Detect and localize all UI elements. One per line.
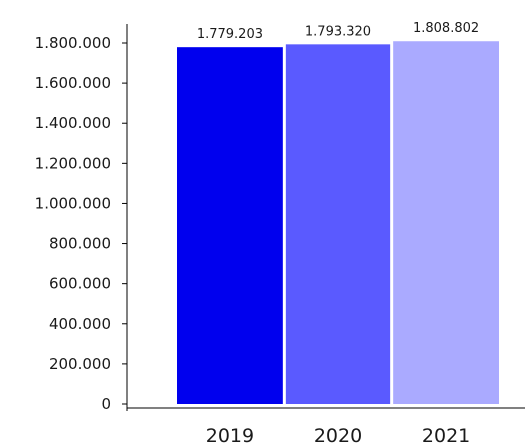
bar-2021 bbox=[393, 41, 499, 404]
y-tick-label: 1.400.000 bbox=[35, 114, 111, 132]
bar-2019 bbox=[177, 47, 283, 404]
data-label-2019: 1.779.203 bbox=[197, 27, 263, 42]
data-label-2021: 1.808.802 bbox=[413, 21, 479, 36]
bar-2020 bbox=[285, 44, 391, 404]
y-tick-label: 0 bbox=[101, 395, 111, 413]
y-axis: 0 200.000 400.000 600.000 800.000 1.000.000 1.… bbox=[35, 24, 128, 413]
y-tick-label: 200.000 bbox=[49, 355, 111, 373]
y-tick-label: 400.000 bbox=[49, 315, 111, 333]
data-label-2020: 1.793.320 bbox=[305, 24, 371, 39]
category-label-2020: 2020 bbox=[314, 425, 362, 446]
y-tick-label: 800.000 bbox=[49, 235, 111, 253]
bars bbox=[177, 41, 499, 404]
y-tick-label: 600.000 bbox=[49, 275, 111, 293]
category-label-2021: 2021 bbox=[422, 425, 470, 446]
y-tick-label: 1.800.000 bbox=[35, 34, 111, 52]
y-tick-label: 1.600.000 bbox=[35, 74, 111, 92]
category-label-2019: 2019 bbox=[206, 425, 254, 446]
category-labels: 2019 2020 2021 bbox=[206, 425, 471, 446]
data-labels: 1.779.203 1.793.320 1.808.802 bbox=[197, 21, 479, 42]
y-tick-label: 1.200.000 bbox=[35, 154, 111, 172]
y-tick-label: 1.000.000 bbox=[35, 194, 111, 212]
